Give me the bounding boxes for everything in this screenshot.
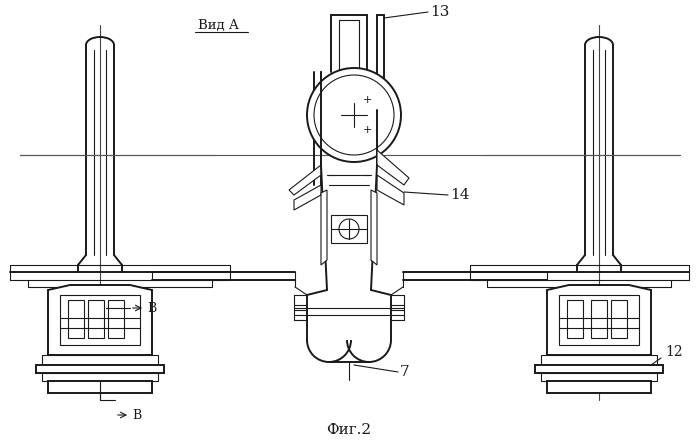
Bar: [68, 300, 84, 338]
Bar: [60, 295, 140, 345]
Text: Фиг.2: Фиг.2: [326, 423, 372, 437]
Text: +: +: [362, 95, 372, 105]
Polygon shape: [371, 190, 377, 265]
Bar: [48, 381, 152, 393]
Circle shape: [339, 219, 359, 239]
Circle shape: [307, 68, 401, 162]
Polygon shape: [48, 285, 152, 355]
Text: 12: 12: [665, 345, 683, 359]
Text: 13: 13: [430, 5, 449, 19]
Bar: [88, 300, 104, 338]
Circle shape: [314, 75, 394, 155]
Bar: [541, 355, 657, 365]
Bar: [108, 300, 124, 338]
Text: 14: 14: [450, 188, 470, 202]
Text: Вид А: Вид А: [198, 18, 239, 31]
Bar: [42, 373, 158, 381]
Bar: [535, 365, 663, 373]
Bar: [559, 295, 639, 345]
Text: В: В: [147, 302, 157, 314]
Bar: [36, 365, 164, 373]
Bar: [611, 300, 627, 338]
Polygon shape: [377, 175, 404, 205]
Bar: [591, 300, 607, 338]
Text: 7: 7: [400, 365, 410, 379]
Polygon shape: [321, 190, 327, 265]
Bar: [541, 373, 657, 381]
Text: В: В: [132, 409, 142, 422]
Bar: [331, 215, 367, 243]
Polygon shape: [294, 185, 321, 210]
Bar: [547, 381, 651, 393]
Polygon shape: [289, 165, 321, 195]
Polygon shape: [377, 150, 409, 185]
Bar: [567, 300, 583, 338]
Text: +: +: [362, 125, 372, 135]
Polygon shape: [547, 285, 651, 355]
Bar: [42, 355, 158, 365]
